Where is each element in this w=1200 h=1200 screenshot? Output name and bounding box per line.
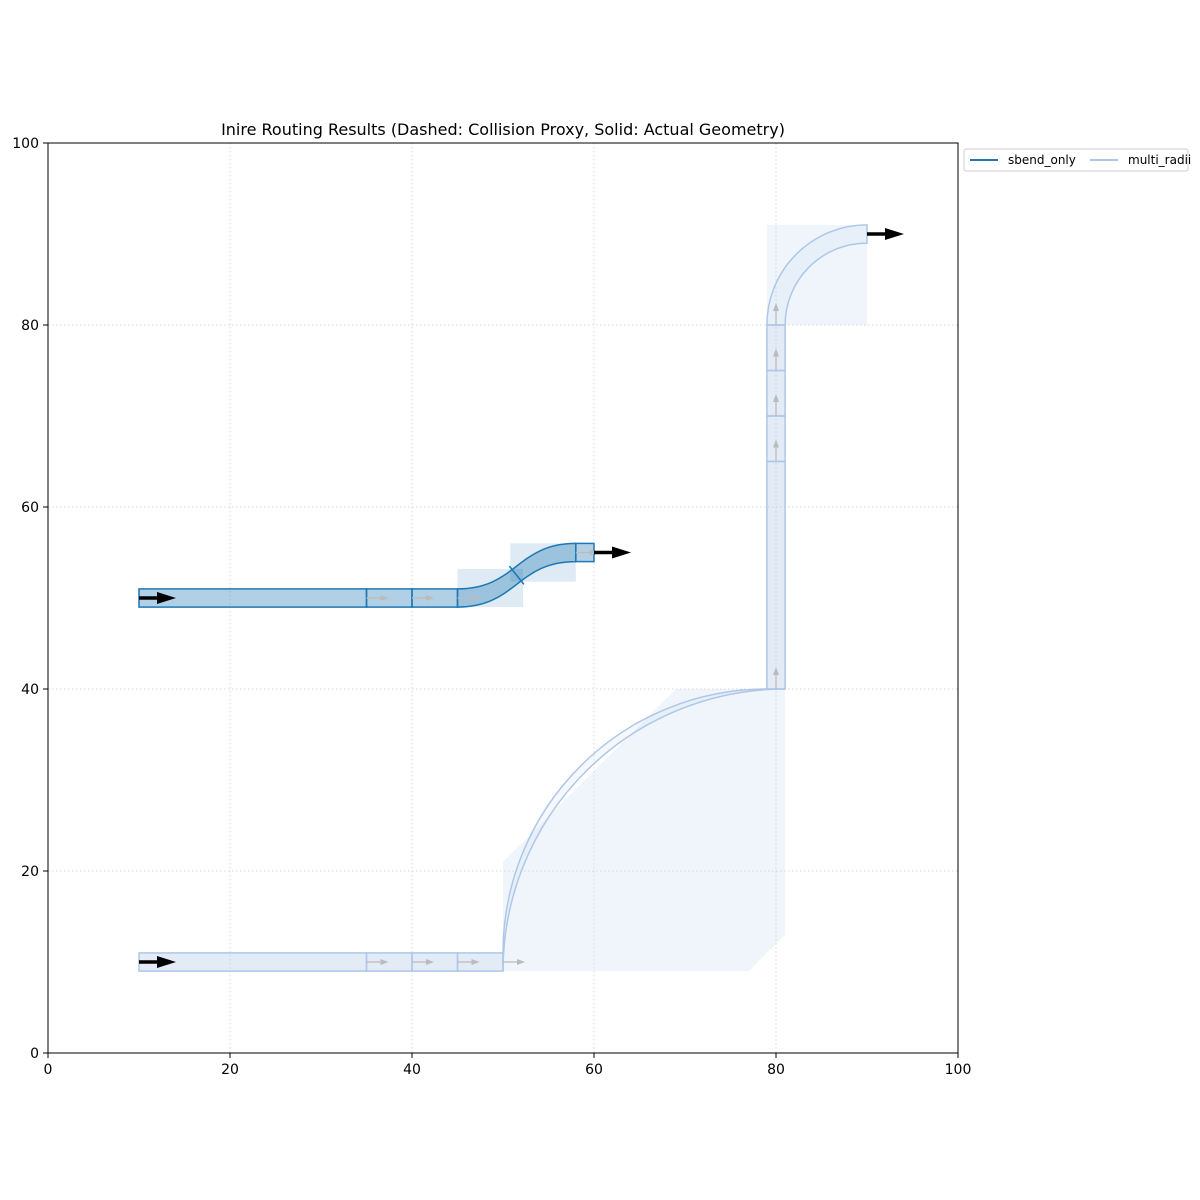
endpoint-arrow-head	[885, 228, 904, 240]
multi-radii-direction-arrow-head	[773, 348, 779, 357]
multi-radii-direction-arrow-head	[773, 303, 779, 311]
chart-title: Inire Routing Results (Dashed: Collision…	[221, 120, 785, 139]
multi-radii-vertical-segment	[766, 460, 786, 690]
sbend-direction-arrow-head	[589, 549, 598, 556]
endpoint-arrow-head	[157, 956, 176, 968]
arrow-layer	[139, 228, 904, 968]
y-tick-label: 0	[30, 1046, 39, 1062]
sbend-direction-arrow-head	[426, 595, 434, 601]
multi-radii-proxy	[503, 689, 786, 972]
x-tick-label: 20	[221, 1062, 239, 1078]
y-tick-label: 100	[12, 136, 39, 152]
legend: sbend_only multi_radii	[963, 148, 1191, 172]
y-tick-label: 40	[21, 682, 39, 698]
sbend-junction	[508, 565, 525, 585]
multi-radii-direction-arrow-head	[517, 959, 525, 965]
x-tick-label: 80	[767, 1062, 785, 1078]
legend-label: multi_radii	[1128, 153, 1191, 167]
endpoint-arrow-head	[612, 546, 631, 559]
sbend-direction-arrow-head	[380, 595, 389, 601]
collision-proxy-layer	[457, 224, 867, 972]
y-tick-label: 80	[21, 318, 39, 334]
multi-radii-direction-arrow-head	[471, 959, 480, 965]
y-tick-label: 60	[21, 500, 39, 516]
sbend-direction-arrow-head	[471, 595, 480, 601]
legend-box	[963, 148, 1189, 172]
multi-radii-direction-arrow-head	[773, 439, 779, 448]
x-tick-label: 40	[403, 1062, 421, 1078]
multi-radii-direction-arrow-head	[773, 667, 779, 675]
axis-ticks: 0 20 40 60 80 100 0 20 40 60 80 100	[12, 136, 971, 1078]
plot-frame	[47, 142, 959, 1054]
x-tick-label: 0	[44, 1062, 53, 1078]
legend-label: sbend_only	[1008, 153, 1076, 167]
endpoint-arrow-head	[157, 592, 176, 604]
y-tick-label: 20	[21, 864, 39, 880]
x-tick-label: 100	[945, 1062, 972, 1078]
multi-radii-direction-arrow-head	[773, 394, 779, 402]
multi-radii-proxy	[766, 224, 867, 325]
x-tick-label: 60	[585, 1062, 603, 1078]
multi-radii-direction-arrow-head	[380, 959, 389, 965]
multi-radii-direction-arrow-head	[426, 959, 434, 965]
